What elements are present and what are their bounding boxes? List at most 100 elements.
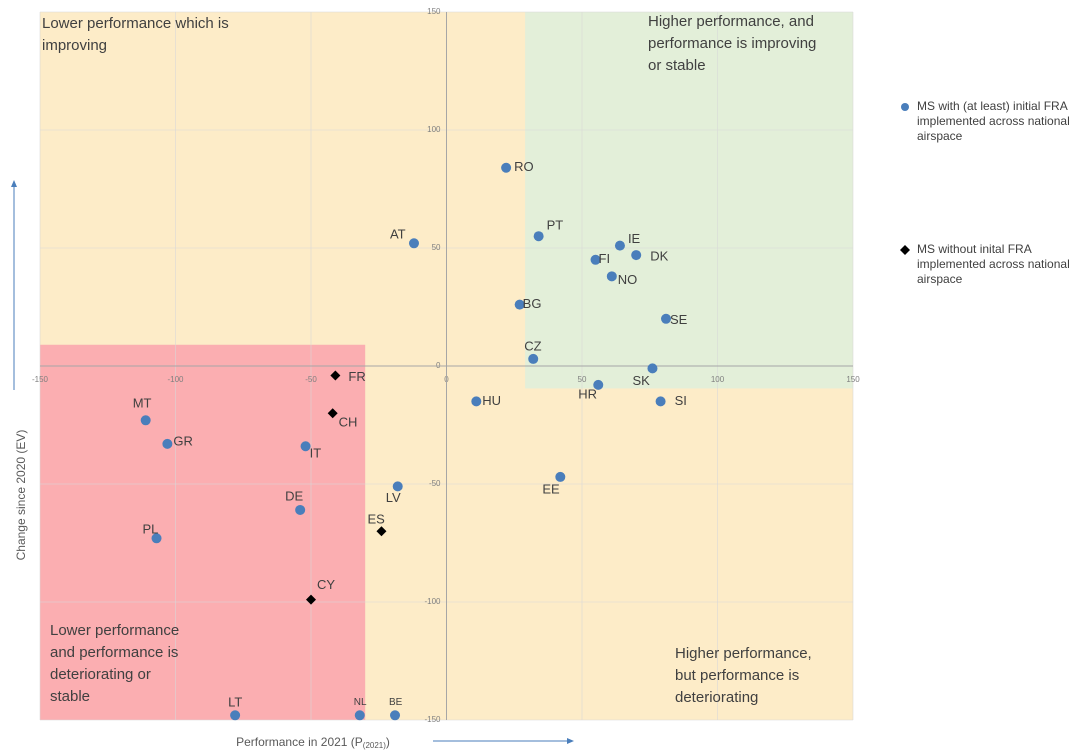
point-label: BE xyxy=(389,697,403,708)
quadrant-note: Lower performance xyxy=(50,622,179,639)
point-label: ES xyxy=(367,512,385,527)
y-arrow-head xyxy=(11,180,17,187)
quadrant-note: stable xyxy=(50,688,90,705)
quadrant-note: Higher performance, and xyxy=(648,13,814,30)
point xyxy=(300,441,311,452)
quadrant-note: deteriorating or xyxy=(50,666,151,683)
point xyxy=(471,396,482,407)
x-tick-label: 50 xyxy=(578,375,587,384)
point-label: DE xyxy=(285,488,303,503)
point xyxy=(614,240,625,251)
point-label: BG xyxy=(523,296,542,311)
point-label: GR xyxy=(173,433,193,448)
point xyxy=(408,238,419,249)
x-title-sub: (2021) xyxy=(363,741,386,750)
y-tick-label: -50 xyxy=(429,479,441,488)
legend-line: airspace xyxy=(917,272,963,286)
point xyxy=(514,299,525,310)
quadrant-note: deteriorating xyxy=(675,689,758,706)
x-title-main: Performance in 2021 (P xyxy=(236,735,363,749)
point-label: FI xyxy=(599,251,611,266)
point xyxy=(533,231,544,242)
legend-marker xyxy=(901,103,909,111)
point xyxy=(631,250,642,261)
point xyxy=(528,353,539,364)
y-tick-label: -150 xyxy=(424,715,441,724)
quadrant-note: performance is improving xyxy=(648,35,816,52)
region xyxy=(40,344,366,720)
marks: Lower performance which is improving Highe… xyxy=(42,13,816,721)
point xyxy=(230,710,241,721)
point xyxy=(390,710,401,721)
legend-marker xyxy=(900,245,910,255)
legend-label: MS with (at least) initial FRA implemente… xyxy=(917,99,1070,143)
point xyxy=(606,271,617,282)
point-label: HU xyxy=(482,393,501,408)
point xyxy=(647,363,658,374)
point xyxy=(151,533,162,544)
point xyxy=(661,313,672,324)
point-label: CH xyxy=(339,415,358,430)
legend-line: MS with (at least) initial FRA xyxy=(917,99,1068,113)
point-label: HR xyxy=(578,386,597,401)
y-tick-label: -100 xyxy=(424,597,441,606)
x-tick-label: -100 xyxy=(167,375,184,384)
point-label: DK xyxy=(650,249,668,264)
x-arrow-head xyxy=(567,738,574,744)
point xyxy=(162,438,173,449)
region xyxy=(525,12,853,389)
point-label: SI xyxy=(675,393,687,408)
point-label: MT xyxy=(133,396,152,411)
point-label: CZ xyxy=(524,338,541,353)
y-tick-label: 150 xyxy=(427,7,441,16)
quadrant-note: Higher performance, xyxy=(675,645,812,662)
point xyxy=(593,379,604,390)
point-label: FR xyxy=(348,369,365,384)
point xyxy=(295,504,306,515)
legend-line: MS without inital FRA xyxy=(917,242,1032,256)
x-axis-title: Performance in 2021 (P(2021)) xyxy=(236,735,390,750)
y-tick-label: 50 xyxy=(432,243,441,252)
x-tick-label: -150 xyxy=(32,375,49,384)
point xyxy=(590,254,601,265)
quadrant-note: or stable xyxy=(648,57,706,74)
legend-line: implemented across national xyxy=(917,257,1070,271)
x-tick-label: 100 xyxy=(711,375,725,384)
point xyxy=(354,710,365,721)
y-tick-label: 100 xyxy=(427,125,441,134)
legend: MS with (at least) initial FRA implemente… xyxy=(900,99,1070,286)
point-label: CY xyxy=(317,577,335,592)
quadrant-note: and performance is xyxy=(50,644,178,661)
point xyxy=(140,415,151,426)
point-label: SE xyxy=(670,312,688,327)
point-label: IE xyxy=(628,231,641,246)
y-axis-title: Change since 2020 (EV) xyxy=(14,430,28,561)
legend-label: MS without inital FRA implemented across … xyxy=(917,242,1070,286)
point-label: PT xyxy=(547,218,564,233)
point-label: EE xyxy=(542,481,560,496)
point xyxy=(655,396,666,407)
point xyxy=(330,370,341,381)
point xyxy=(392,481,403,492)
point xyxy=(306,594,316,605)
point-label: LV xyxy=(386,490,401,505)
point-label: NL xyxy=(354,697,367,708)
point-label: NO xyxy=(618,272,638,287)
quadrant-note: but performance is xyxy=(675,667,799,684)
legend-line: implemented across national xyxy=(917,114,1070,128)
point-label: SK xyxy=(632,373,650,388)
legend-line: airspace xyxy=(917,129,963,143)
point xyxy=(376,526,387,537)
point-label: AT xyxy=(390,227,406,242)
point-label: RO xyxy=(514,159,534,174)
x-tick-label: -50 xyxy=(305,375,317,384)
point-label: PL xyxy=(143,522,159,537)
quadrant-note: improving xyxy=(42,37,107,54)
point xyxy=(555,471,566,482)
x-title-end: ) xyxy=(386,735,390,749)
point xyxy=(501,162,512,173)
quadrant-note: Lower performance which is xyxy=(42,15,229,32)
point-label: LT xyxy=(228,695,242,710)
x-tick-label: 150 xyxy=(846,375,860,384)
